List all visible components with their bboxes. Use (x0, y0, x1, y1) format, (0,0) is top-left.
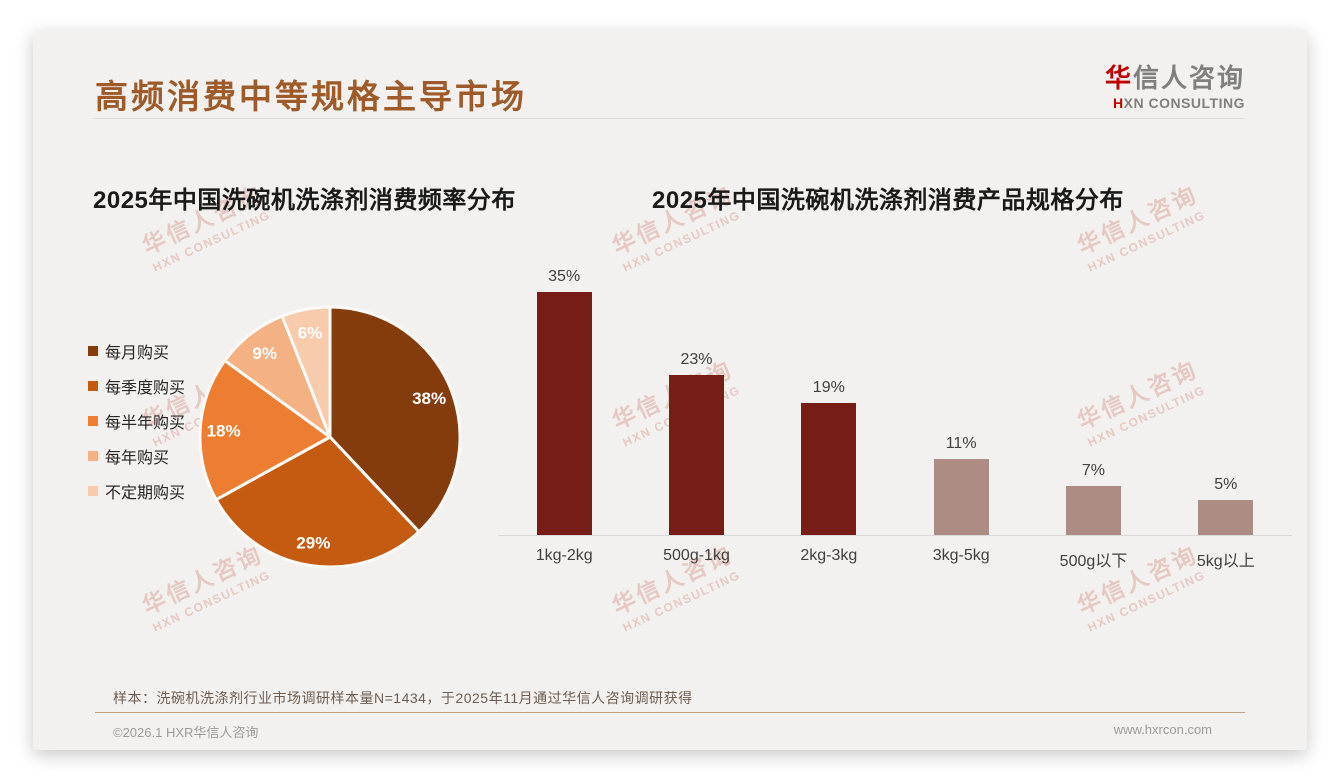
legend-label: 每月购买 (105, 345, 170, 362)
legend-swatch (88, 486, 98, 496)
logo-zh-accent: 华 (1104, 63, 1133, 93)
pie-value-label: 29% (296, 533, 330, 552)
sample-note: 样本：洗碗机洗涤剂行业市场调研样本量N=1434，于2025年11月通过华信人咨… (113, 690, 693, 706)
website-text: www.hxrcon.com (1113, 722, 1212, 737)
pie-slice-3 (198, 359, 332, 502)
legend-swatch (88, 381, 98, 391)
pie-value-label: 38% (412, 389, 446, 408)
bar-value-label: 35% (548, 268, 581, 285)
bar-value-label: 23% (680, 351, 713, 368)
page-title: 高频消费中等规格主导市场 (95, 78, 527, 115)
bar-column: 5% (1160, 476, 1292, 535)
bar-plot-area: 35% 23% 19% 11% 7% 5% (498, 260, 1292, 536)
pie-chart-title: 2025年中国洗碗机洗涤剂消费频率分布 (93, 187, 516, 214)
logo-zh-rest: 信人咨询 (1132, 63, 1245, 93)
legend-label: 每半年购买 (105, 415, 186, 432)
bar-column: 7% (1027, 462, 1159, 535)
legend-label: 每季度购买 (105, 380, 186, 397)
legend-label: 每年购买 (105, 450, 170, 467)
pie-slice-1 (328, 305, 462, 534)
logo-en-accent: H (1113, 95, 1124, 111)
bar-chart-title: 2025年中国洗碗机洗涤剂消费产品规格分布 (652, 187, 1124, 214)
bar-value-label: 11% (945, 435, 977, 452)
pie-slice-5 (280, 305, 332, 439)
bar-chart: 35% 23% 19% 11% 7% 5% 1kg-2kg 500g-1kg 2kg-3kg 3… (498, 260, 1292, 571)
bar-category-label: 2kg-3kg (800, 547, 858, 564)
bar-column: 35% (498, 268, 630, 535)
bar-value-label: 5% (1214, 476, 1238, 493)
pie-value-label: 9% (252, 344, 277, 363)
pie-chart: 38% 29% 18% 9% 6% (194, 301, 466, 573)
bar-category-axis: 1kg-2kg 500g-1kg 2kg-3kg 3kg-5kg 500g以下 5kg以上 (498, 536, 1292, 571)
bar-category-label: 3kg-5kg (932, 547, 990, 564)
pie-value-label: 18% (207, 421, 241, 440)
pie-svg: 38% 29% 18% 9% 6% (198, 305, 462, 569)
bar-5kg以上 (1198, 500, 1254, 535)
legend-swatch (88, 346, 98, 356)
bar-value-label: 19% (812, 379, 845, 396)
bar-column: 19% (763, 379, 895, 535)
bar-category-label: 500g以下 (1059, 553, 1128, 570)
logo-en-rest: XN CONSULTING (1123, 95, 1245, 111)
bar-3kg-5kg (933, 459, 989, 535)
pie-legend: 每月购买每季度购买每半年购买每年购买不定期购买 (88, 340, 185, 515)
company-logo: 华信人咨询 HXN CONSULTING (1105, 58, 1245, 111)
legend-item: 不定期购买 (88, 480, 185, 502)
title-divider (93, 118, 1245, 119)
logo-english: HXN CONSULTING (1105, 95, 1245, 111)
legend-item: 每季度购买 (88, 375, 185, 397)
bar-column: 23% (630, 351, 762, 535)
logo-chinese: 华信人咨询 (1105, 58, 1245, 95)
legend-item: 每年购买 (88, 445, 185, 467)
pie-value-label: 6% (298, 323, 323, 342)
bar-500g-1kg (668, 375, 724, 535)
bar-category-label: 500g-1kg (663, 547, 730, 564)
bar-value-label: 7% (1081, 462, 1106, 479)
bar-column: 11% (895, 435, 1027, 535)
legend-swatch (88, 451, 98, 461)
bar-2kg-3kg (801, 403, 857, 535)
bar-500g以下 (1065, 486, 1121, 535)
bar-category-label: 5kg以上 (1196, 553, 1255, 570)
copyright-text: ©2026.1 HXR华信人咨询 (113, 725, 259, 740)
legend-swatch (88, 416, 98, 426)
legend-label: 不定期购买 (105, 485, 186, 502)
slide-card: 华信人咨询 HXN CONSULTING 华信人咨询 HXN CONSULTING 华信… (33, 30, 1307, 750)
bar-category-label: 1kg-2kg (535, 547, 593, 564)
legend-item: 每月购买 (88, 340, 185, 362)
legend-item: 每半年购买 (88, 410, 185, 432)
footer-divider (95, 712, 1245, 713)
bar-1kg-2kg (536, 292, 592, 535)
pie-slice-2 (214, 435, 421, 569)
